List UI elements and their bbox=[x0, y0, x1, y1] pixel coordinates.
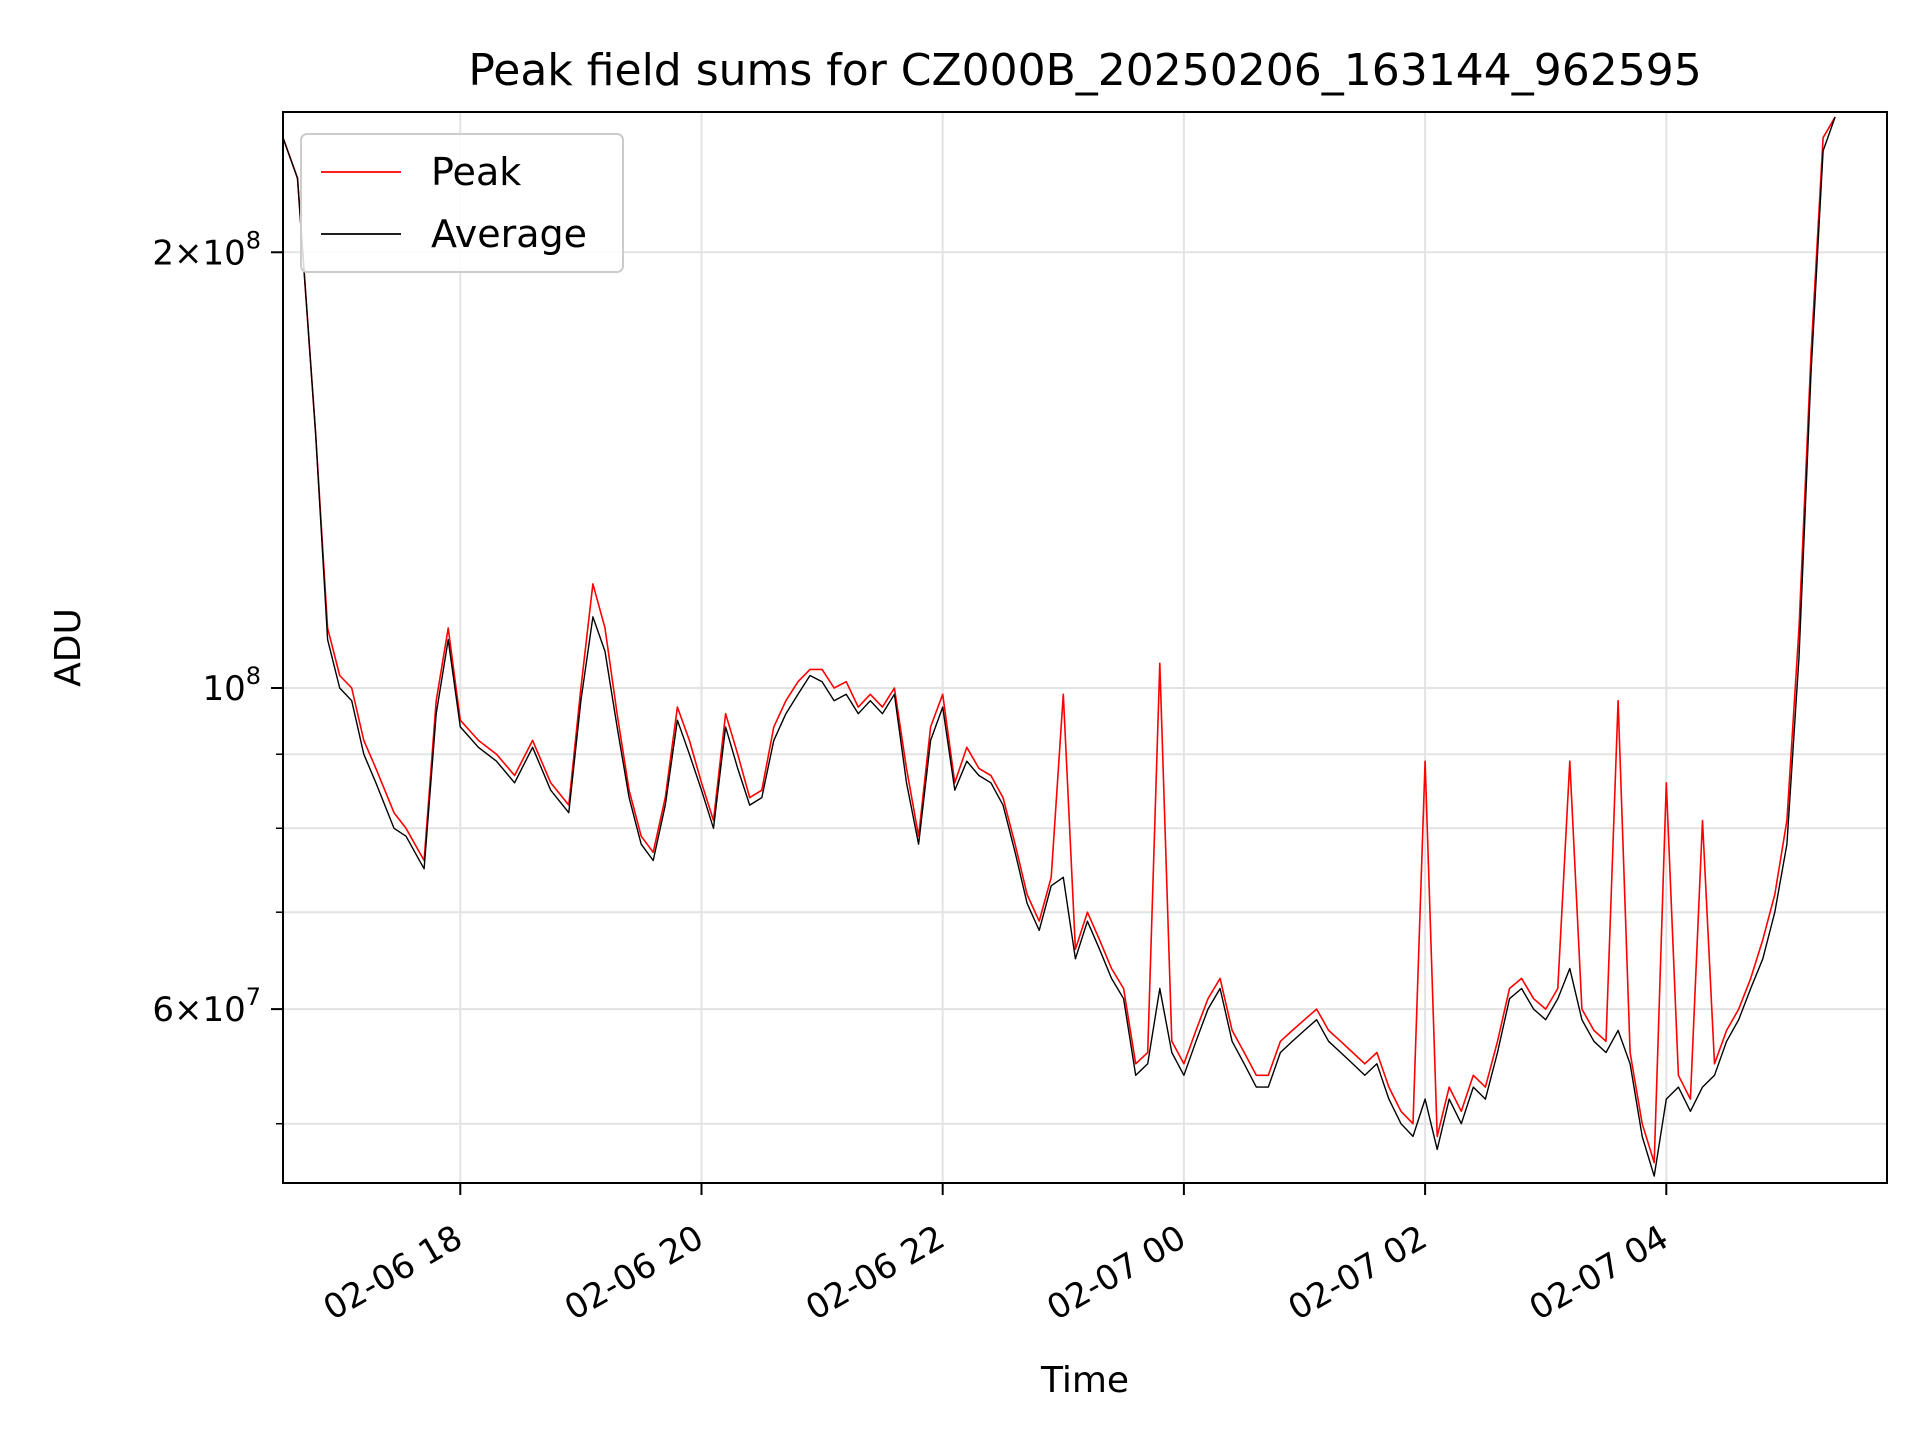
y-tick-mantissa: 2 bbox=[152, 233, 174, 273]
y-tick-mantissa: 6 bbox=[152, 990, 174, 1030]
y-tick-times: × bbox=[174, 990, 203, 1030]
y-tick-base: 10 bbox=[202, 233, 245, 273]
chart-title: Peak field sums for CZ000B_20250206_1631… bbox=[468, 45, 1701, 96]
x-axis-title: Time bbox=[1040, 1360, 1129, 1401]
y-axis-title: ADU bbox=[48, 608, 89, 687]
series-layer bbox=[282, 116, 1836, 1177]
y-tick-exponent: 8 bbox=[246, 226, 261, 254]
y-tick-exponent: 8 bbox=[246, 662, 261, 690]
legend: Peak Average bbox=[300, 133, 624, 273]
y-tick-base: 10 bbox=[202, 669, 245, 709]
y-tick-exponent: 7 bbox=[246, 983, 261, 1011]
y-tick-label: 6×107 bbox=[152, 983, 261, 1030]
legend-label-peak: Peak bbox=[431, 150, 521, 194]
y-tick-times: × bbox=[174, 233, 203, 273]
legend-box bbox=[300, 133, 624, 273]
series-line-peak bbox=[282, 116, 1836, 1164]
y-tick-base: 10 bbox=[202, 990, 245, 1030]
legend-label-average: Average bbox=[431, 212, 587, 256]
y-tick-label: 2×108 bbox=[152, 226, 261, 273]
series-line-average bbox=[282, 116, 1836, 1177]
y-tick-label: 108 bbox=[202, 662, 261, 709]
plot-frame bbox=[282, 111, 1888, 1184]
